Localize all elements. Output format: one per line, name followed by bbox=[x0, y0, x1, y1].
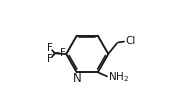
Text: F: F bbox=[47, 54, 53, 64]
Text: N: N bbox=[73, 72, 82, 85]
Text: F: F bbox=[47, 43, 53, 52]
Text: NH$_2$: NH$_2$ bbox=[108, 70, 129, 84]
Text: Cl: Cl bbox=[126, 36, 136, 46]
Text: F: F bbox=[60, 48, 66, 58]
